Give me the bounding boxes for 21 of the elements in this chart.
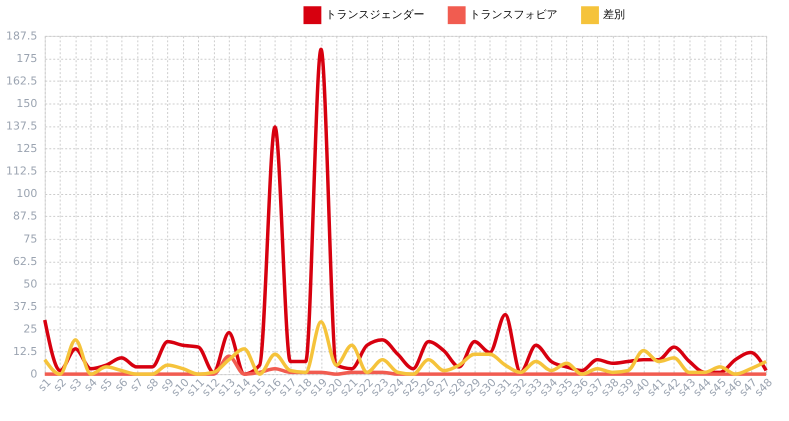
legend-label: トランスフォビア <box>470 8 558 22</box>
y-tick-label: 150 <box>16 96 38 110</box>
y-tick-label: 137.5 <box>6 120 38 133</box>
x-tick-label: s8 <box>143 376 162 394</box>
y-tick-label: 175 <box>16 52 38 65</box>
y-tick-label: 87.5 <box>12 210 38 223</box>
y-tick-label: 62.5 <box>12 254 38 268</box>
y-tick-label: 125 <box>16 142 38 156</box>
y-tick-label: 50 <box>23 277 38 290</box>
y-tick-label: 37.5 <box>12 300 38 313</box>
legend-label: 差別 <box>602 8 625 22</box>
y-tick-label: 187.5 <box>6 29 38 42</box>
y-tick-label: 100 <box>16 187 38 200</box>
y-tick-label: 0 <box>30 368 38 381</box>
y-tick-label: 12.5 <box>12 345 38 358</box>
y-tick-label: 75 <box>23 232 38 246</box>
y-tick-label: 112.5 <box>6 164 38 178</box>
x-tick-label: s7 <box>128 376 146 394</box>
y-tick-label: 162.5 <box>6 74 38 88</box>
y-tick-label: 25 <box>23 322 38 336</box>
legend-label: トランスジェンダー <box>325 8 424 22</box>
